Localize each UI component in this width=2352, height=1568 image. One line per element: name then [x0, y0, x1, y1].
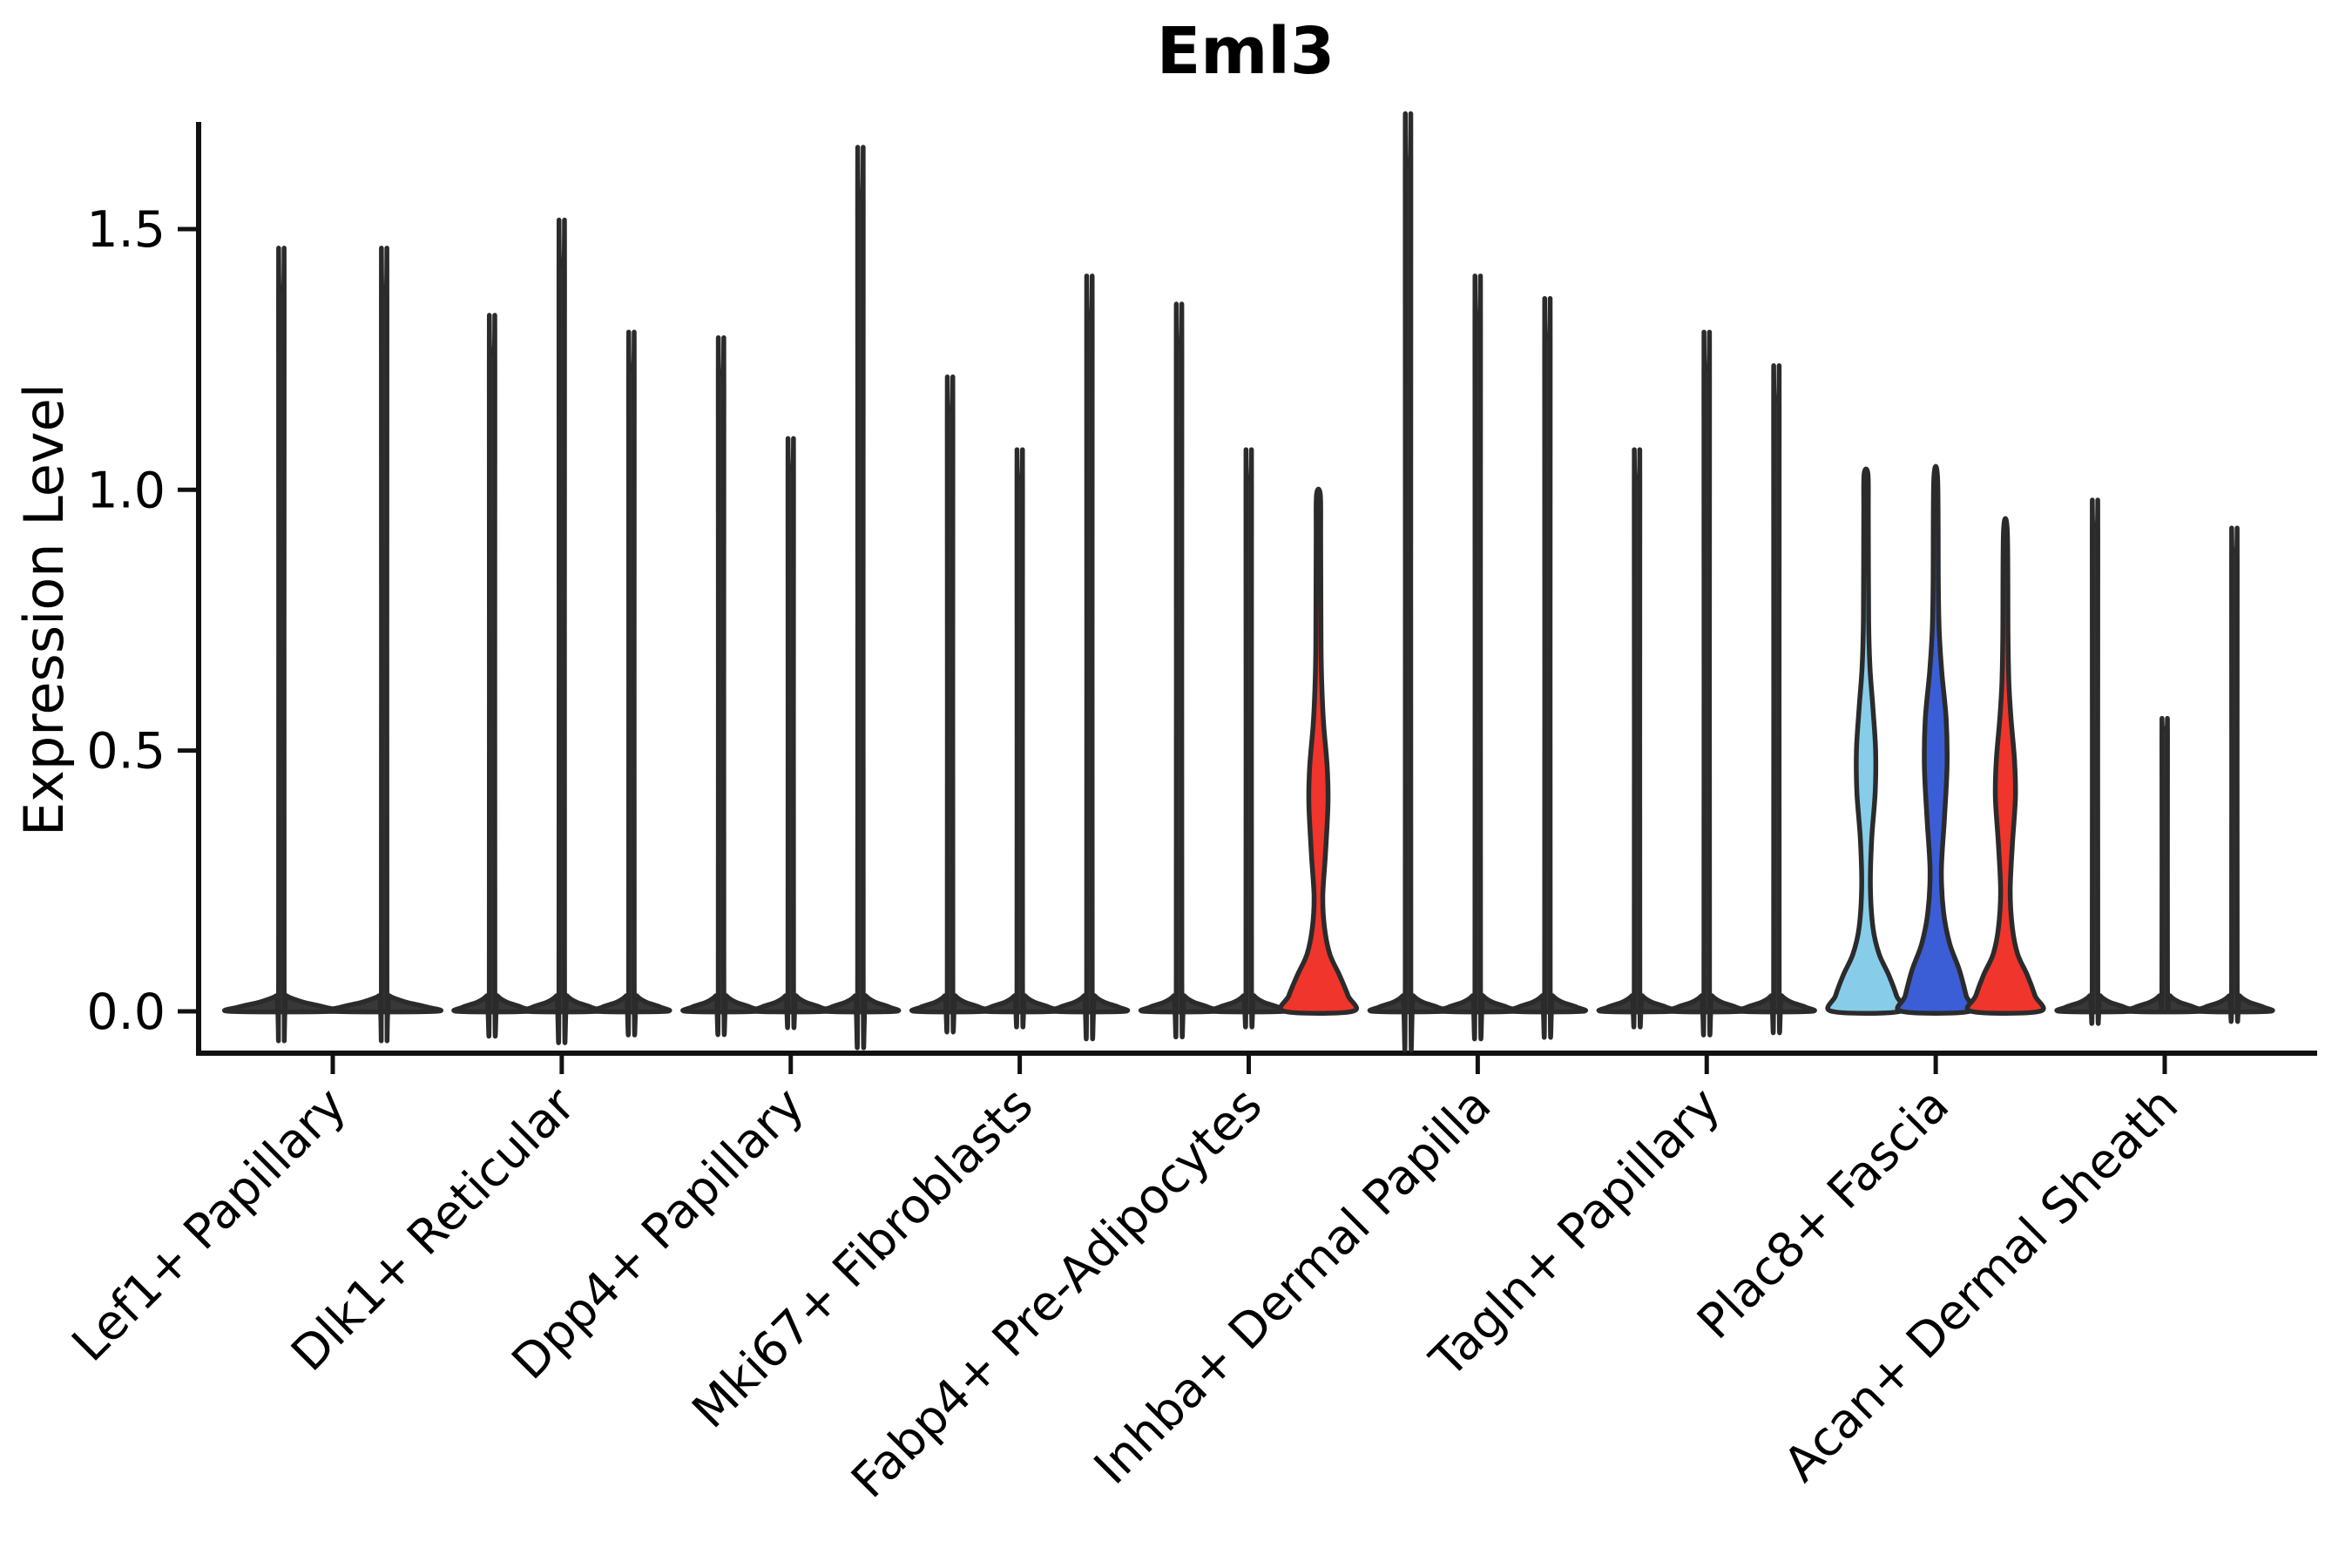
violin-thin — [451, 313, 533, 1038]
violin-thin — [2193, 525, 2275, 1024]
violin-thin — [1049, 274, 1131, 1042]
violin-filled — [1825, 466, 1907, 1016]
violin-thin — [909, 375, 991, 1035]
violin-filled — [1895, 463, 1977, 1016]
violin-thin — [979, 447, 1061, 1030]
violin-thin — [222, 246, 341, 1044]
x-category-label: Fabp4+ Pre-Adipocytes — [841, 1077, 1273, 1509]
violin-thin — [1666, 329, 1747, 1037]
y-tick-label: 0.0 — [86, 983, 166, 1041]
violin-thin — [820, 145, 902, 1051]
violin-thin — [1596, 447, 1678, 1030]
violin-thin — [325, 246, 443, 1044]
violin-thin — [1735, 363, 1817, 1036]
y-tick-label: 1.0 — [86, 462, 166, 519]
violins — [222, 111, 2275, 1053]
y-tick-label: 1.5 — [86, 201, 166, 259]
violin-thin — [1367, 111, 1449, 1053]
x-category-label: Inhba+ Dermal Papilla — [1084, 1077, 1502, 1495]
y-axis-label: Expression Level — [12, 383, 76, 836]
violin-thin — [1436, 274, 1518, 1042]
violin-thin — [591, 329, 672, 1037]
x-category-label: Acan+ Dermal Sheath — [1773, 1077, 2188, 1492]
axes — [178, 122, 2317, 1074]
violin-thin — [1207, 447, 1290, 1030]
violin-thin — [2054, 497, 2136, 1026]
chart-title: Eml3 — [1157, 14, 1335, 89]
violin-thin — [1506, 296, 1588, 1040]
violin-thin — [521, 217, 603, 1045]
violin-filled — [1964, 516, 2046, 1016]
violin-thin — [2124, 715, 2206, 1015]
violin-filled — [1278, 486, 1359, 1016]
violin-thin — [750, 436, 832, 1031]
violin-thin — [1138, 301, 1220, 1039]
y-tick-labels: 1.5 1.0 0.5 0.0 — [86, 201, 166, 1041]
violin-thin — [680, 335, 762, 1037]
y-tick-label: 0.5 — [86, 723, 166, 781]
